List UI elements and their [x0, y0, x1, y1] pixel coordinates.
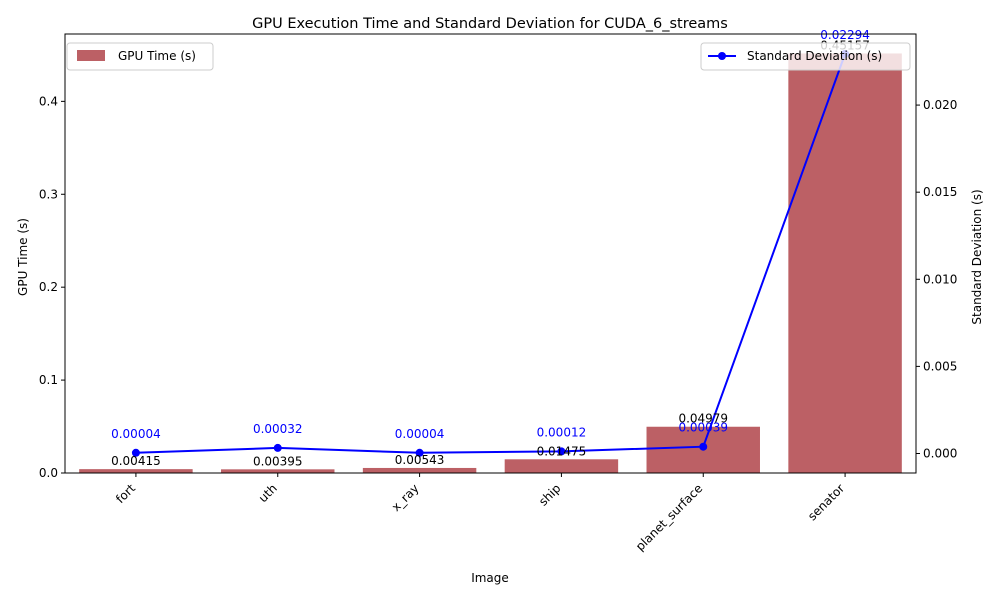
bar-senator	[788, 53, 902, 473]
y2-tick-label: 0.020	[923, 98, 957, 112]
chart-title: GPU Execution Time and Standard Deviatio…	[252, 16, 728, 32]
labels-layer: 0.004150.003950.005430.014750.049790.451…	[111, 28, 870, 468]
plot-frame	[64, 33, 917, 474]
x-tick-label: x_ray	[389, 481, 422, 514]
y-tick-label: 0.4	[39, 94, 58, 108]
legend-gpu-time-frame	[66, 42, 214, 71]
legend-std-dev-frame	[700, 42, 911, 71]
y-tick-label: 0.0	[39, 466, 58, 480]
bar-value-label: 0.00543	[395, 453, 445, 467]
legend-gpu-time: GPU Time (s)	[66, 42, 214, 71]
std-dev-point	[415, 448, 424, 457]
legend-std-dev-marker	[718, 52, 726, 60]
legend-gpu-time-label: GPU Time (s)	[118, 49, 196, 63]
x-tick-label: planet_surface	[633, 481, 705, 553]
legend-gpu-time-swatch	[77, 50, 105, 61]
y-tick-label: 0.2	[39, 280, 58, 294]
std-dev-value-label: 0.02294	[820, 28, 870, 42]
line-layer	[131, 49, 850, 457]
y-tick-label: 0.1	[39, 373, 58, 387]
x-axis-label: Image	[471, 571, 509, 585]
bar-uth	[221, 469, 335, 473]
legend-std-dev-label: Standard Deviation (s)	[747, 49, 882, 63]
bar-fort	[79, 469, 193, 473]
std-dev-point	[699, 442, 708, 451]
bar-value-label: 0.04979	[678, 412, 728, 426]
bar-value-label: 0.00415	[111, 454, 161, 468]
x-tick-label: ship	[536, 481, 563, 508]
std-dev-point	[273, 443, 282, 452]
std-dev-value-label: 0.00032	[253, 422, 303, 436]
y2-tick-label: 0.015	[923, 185, 957, 199]
y2-tick-label: 0.010	[923, 272, 957, 286]
y-tick-label: 0.3	[39, 187, 58, 201]
x-tick-label: fort	[113, 481, 138, 506]
std-dev-value-label: 0.00039	[678, 421, 728, 435]
std-dev-point	[557, 447, 566, 456]
std-dev-value-label: 0.00012	[537, 425, 587, 439]
y2-tick-label: 0.000	[923, 446, 957, 460]
x-tick-label: uth	[256, 481, 280, 505]
bars-layer	[79, 53, 902, 473]
x-tick-label: senator	[805, 481, 847, 523]
y2-axis-label: Standard Deviation (s)	[970, 189, 984, 324]
std-dev-value-label: 0.00004	[395, 427, 445, 441]
std-dev-line	[135, 53, 847, 454]
std-dev-point	[131, 448, 140, 457]
y2-tick-label: 0.005	[923, 359, 957, 373]
y-axis-label: GPU Time (s)	[16, 218, 30, 296]
bar-ship	[504, 459, 619, 473]
bar-value-label: 0.01475	[537, 444, 587, 458]
std-dev-value-label: 0.00004	[111, 427, 161, 441]
bar-x_ray	[362, 467, 477, 473]
legend-std-dev: Standard Deviation (s)	[700, 42, 911, 71]
bar-value-label: 0.00395	[253, 454, 303, 468]
